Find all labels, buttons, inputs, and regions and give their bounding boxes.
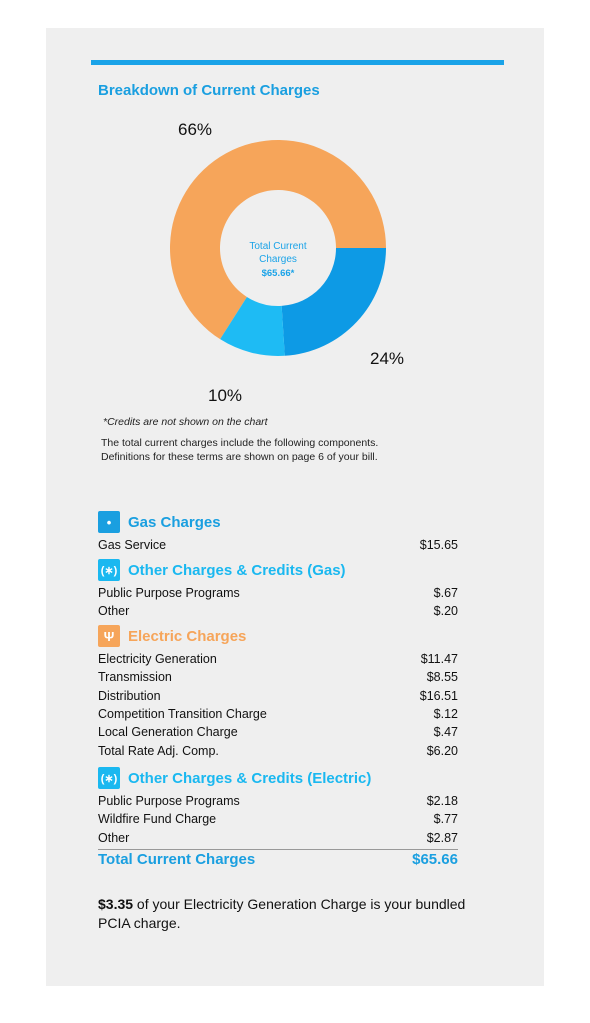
section-header: (∗) Other Charges & Credits (Electric) [98,766,371,790]
charge-label: Gas Service [98,538,167,552]
center-label-line1: Total Current [249,241,306,252]
charge-row: Wildfire Fund Charge $.77 [98,812,458,830]
pcia-note: $3.35 of your Electricity Generation Cha… [98,895,478,933]
charge-label: Electricity Generation [98,652,217,666]
total-divider [98,849,458,850]
charge-amount: $2.87 [426,830,458,845]
plug-icon: Ψ [98,625,120,647]
charge-label: Other [98,830,130,845]
asterisk-icon: (∗) [98,767,120,789]
charge-amount: $.47 [433,725,458,740]
total-label: Total Current Charges [98,851,256,868]
charge-label: Public Purpose Programs [98,586,240,600]
charge-label: Transmission [98,670,172,685]
section-heading: Breakdown of Current Charges [98,82,320,99]
section-title: Electric Charges [128,627,247,645]
charge-label: Wildfire Fund Charge [98,812,217,827]
pcia-amount: $3.35 [98,896,134,912]
charge-label: Other [98,604,130,619]
charge-label: Competition Transition Charge [98,706,267,721]
charge-amount: $16.51 [419,688,458,703]
pcia-text: of your Electricity Generation Charge is… [98,896,466,931]
charge-amount: $6.20 [426,743,458,758]
donut-chart: Total Current Charges $65.66* [169,139,386,356]
charge-row: Public Purpose Programs $2.18 [98,794,458,812]
chart-footnote: *Credits are not shown on the chart [103,416,268,428]
section-title: Gas Charges [128,513,221,531]
charge-amount: $.77 [433,812,458,827]
charge-row: Electricity Generation $11.47 [98,652,458,670]
charge-row: Other $.20 [98,604,458,622]
charge-label: Local Generation Charge [98,725,238,740]
torn-edge [46,960,544,986]
charge-amount: $.67 [433,586,458,600]
slice-label-orange: 66% [178,120,213,139]
charge-amount: $.20 [433,604,458,619]
charge-row: Local Generation Charge $.47 [98,725,458,743]
charge-row: Other $2.87 [98,831,458,849]
slice-label-blue: 24% [370,349,405,368]
charge-row: Transmission $8.55 [98,670,458,688]
charge-amount: $11.47 [420,652,458,666]
slice-orange [169,139,386,340]
total-amount: $65.66 [412,851,458,868]
section-title: Other Charges & Credits (Electric) [128,769,372,787]
description-paragraph: The total current charges include the fo… [101,437,379,463]
charge-row: Total Rate Adj. Comp. $6.20 [98,744,458,762]
section-header: Ψ Electric Charges [98,624,246,648]
center-label-line2: Charges [259,254,297,265]
charge-amount: $8.55 [426,670,458,685]
slice-label-lightblue: 10% [208,386,243,405]
charge-label: Distribution [98,688,161,703]
section-header: (∗) Other Charges & Credits (Gas) [98,558,346,582]
charge-row: Gas Service $15.65 [98,538,458,556]
charge-label: Total Rate Adj. Comp. [98,743,219,758]
slice-blue [281,248,386,356]
section-header: • Gas Charges [98,510,221,534]
asterisk-icon: (∗) [98,559,120,581]
section-title: Other Charges & Credits (Gas) [128,561,346,579]
charge-amount: $2.18 [426,794,458,808]
flame-icon: • [98,511,120,533]
charge-row: Public Purpose Programs $.67 [98,586,458,604]
charge-amount: $15.65 [419,538,458,552]
charge-label: Public Purpose Programs [98,794,240,808]
charge-amount: $.12 [433,706,458,721]
charge-row: Competition Transition Charge $.12 [98,707,458,725]
charge-row: Distribution $16.51 [98,689,458,707]
slice-lightblue [220,296,285,356]
total-row: Total Current Charges $65.66 [98,851,458,868]
center-label-amount: $65.66* [262,268,295,279]
header-rule [91,60,504,65]
